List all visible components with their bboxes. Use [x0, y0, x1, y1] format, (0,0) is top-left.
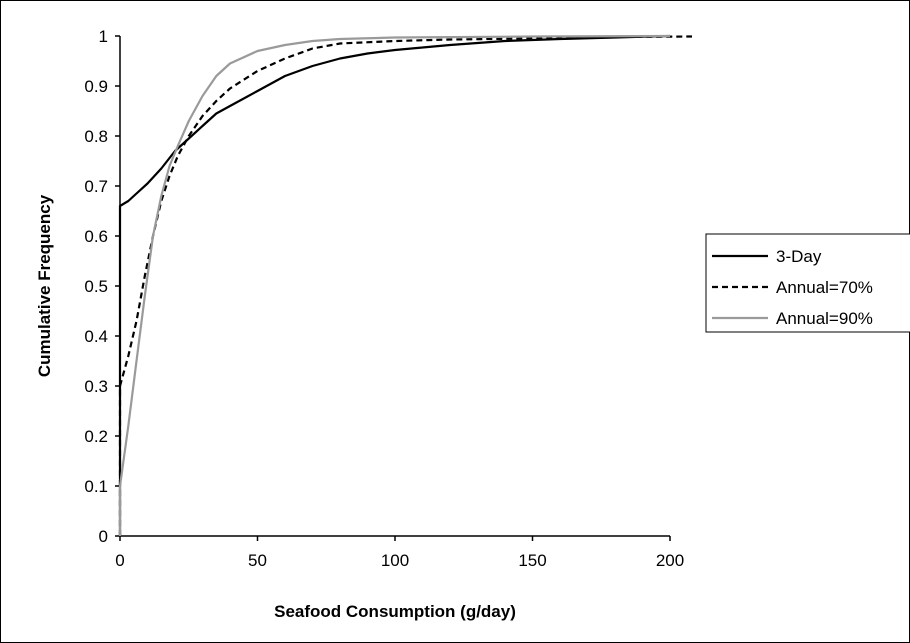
x-ticks: 0 50 100 150 200 [115, 536, 684, 570]
y-ticks: 0 0.1 0.2 0.3 0.4 0.5 0.6 0.7 0.8 0.9 1 [84, 27, 120, 546]
x-tick-label: 200 [656, 551, 684, 570]
y-tick-label: 0.7 [84, 177, 108, 196]
series-line-2 [118, 35, 693, 536]
legend-label-1: 3-Day [776, 247, 822, 266]
legend-box [705, 233, 910, 333]
x-tick-label: 150 [518, 551, 546, 570]
y-tick-label: 0.3 [84, 377, 108, 396]
y-tick-label: 0.5 [84, 277, 108, 296]
y-tick-label: 0.4 [84, 327, 108, 346]
y-tick-label: 0 [99, 527, 108, 546]
series-lines [118, 34, 693, 536]
series-line-3 [118, 34, 671, 536]
legend: 3-Day Annual=70% Annual=90% [705, 233, 910, 333]
y-tick-label: 0.6 [84, 227, 108, 246]
legend-label-3: Annual=90% [776, 309, 873, 328]
y-tick-label: 1 [99, 27, 108, 46]
x-tick-label: 0 [115, 551, 124, 570]
y-tick-label: 0.1 [84, 477, 108, 496]
y-tick-label: 0.8 [84, 127, 108, 146]
plot-area [119, 36, 670, 537]
y-tick-label: 0.9 [84, 77, 108, 96]
x-axis-title: Seafood Consumption (g/day) [274, 602, 516, 621]
legend-label-2: Annual=70% [776, 278, 873, 297]
y-axis-title: Cumulative Frequency [35, 194, 54, 377]
y-tick-label: 0.2 [84, 427, 108, 446]
x-tick-label: 100 [381, 551, 409, 570]
x-tick-label: 50 [248, 551, 267, 570]
series-line-1 [118, 34, 671, 536]
